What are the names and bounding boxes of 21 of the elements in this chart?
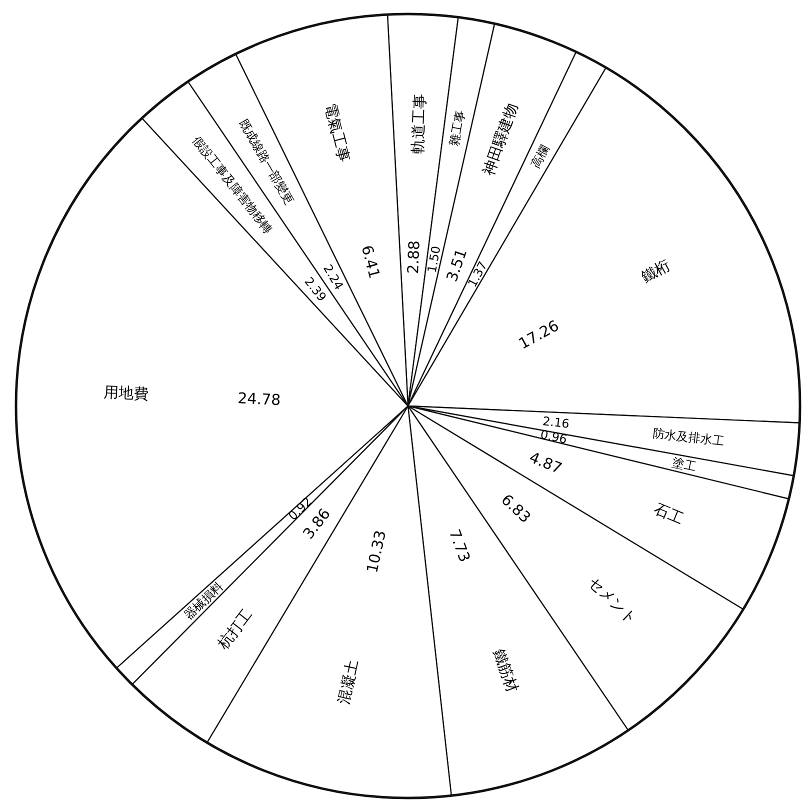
data-label: 2.88 — [404, 240, 424, 274]
slice-label: 石工 — [652, 500, 686, 528]
data-label: 6.41 — [358, 243, 384, 280]
slice-label: 混凝土 — [334, 658, 362, 706]
slice-label: 塗工 — [670, 455, 698, 474]
slice-label: 軌道工事 — [408, 94, 429, 154]
slice-label: 神田驛建物 — [480, 100, 522, 178]
slice-label: 鐵筋材 — [490, 646, 522, 695]
slice-label: セメント — [584, 573, 641, 628]
data-label: 10.33 — [363, 528, 390, 574]
data-label: 24.78 — [237, 389, 282, 410]
data-label: 1.50 — [424, 244, 444, 274]
data-label: 1.37 — [465, 259, 490, 290]
slice-label: 高欄 — [528, 142, 552, 170]
slice-label: 電氣工事 — [320, 102, 354, 164]
slice-label: 用地費 — [103, 382, 149, 403]
data-label: 4.87 — [526, 448, 565, 478]
data-label: 7.73 — [445, 526, 474, 565]
slice-label: 鐵桁 — [638, 256, 674, 286]
slice-label: 雜工事 — [447, 109, 468, 148]
slice-label: 防水及排水工 — [652, 426, 726, 448]
